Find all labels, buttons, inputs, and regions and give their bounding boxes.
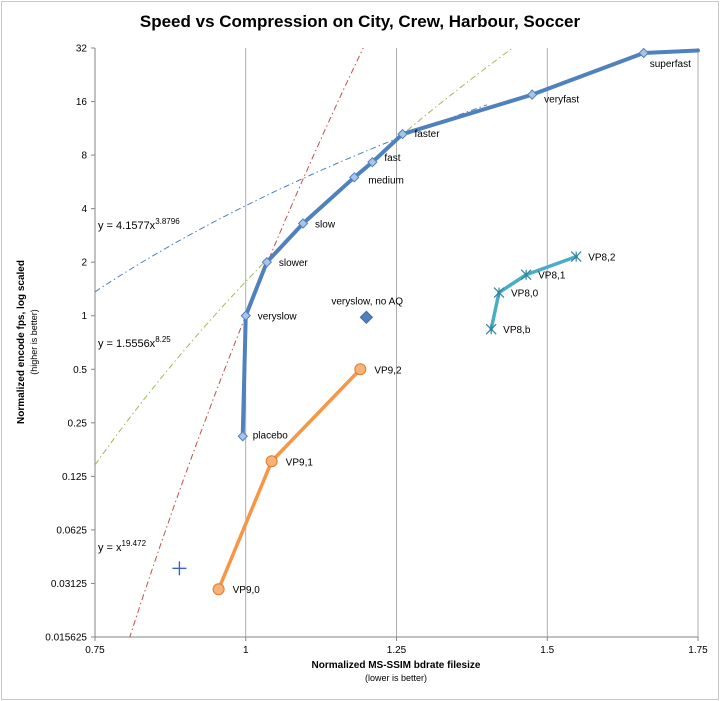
grid-lines	[245, 48, 699, 637]
y-tick-label: 0.015625	[45, 633, 87, 644]
data-label: superfast	[650, 59, 691, 70]
y-tick-label: 0.0625	[56, 525, 87, 536]
x-tick-label: 1.25	[387, 645, 407, 656]
y-axis-subtitle: (higher is better)	[29, 309, 39, 375]
data-point-cross	[172, 561, 187, 576]
data-point-star	[570, 251, 582, 263]
data-point-diamond	[397, 128, 408, 140]
data-series	[172, 47, 700, 596]
trendline-equations: y = 4.1577x3.8796 y = 1.5556x8.25 y = x19.…	[98, 217, 180, 554]
data-label: placebo	[253, 430, 288, 441]
data-label: veryslow, no AQ	[331, 296, 403, 307]
data-point-diamond	[261, 256, 273, 268]
data-point-diamond	[349, 172, 360, 183]
data-label: VP9,1	[286, 457, 314, 468]
data-point-circle	[265, 455, 278, 468]
data-point-star	[493, 287, 505, 298]
y-tick-label: 1	[81, 311, 87, 322]
point-labels: placebo veryslow slower slow medium fast faste…	[233, 59, 691, 596]
trendline-equation: y = 4.1577x3.8796	[98, 217, 180, 232]
data-label: slow	[315, 219, 336, 230]
data-label: VP9,2	[374, 365, 402, 376]
data-label: slower	[279, 258, 309, 269]
x-axis-title: Normalized MS-SSIM bdrate filesize	[312, 660, 481, 671]
y-tick-label: 0.125	[62, 472, 87, 483]
y-tick-label: 0.03125	[51, 579, 88, 590]
x-tick-label: 1.75	[688, 645, 708, 656]
series-line	[489, 254, 578, 331]
x-tick-label: 1	[243, 645, 249, 656]
data-label: veryfast	[544, 95, 579, 106]
series-line	[240, 48, 700, 439]
data-label: VP9,0	[233, 585, 261, 596]
y-tick-label: 16	[76, 97, 88, 108]
data-label: faster	[415, 129, 441, 140]
data-label: medium	[368, 175, 404, 186]
data-point-star	[520, 269, 532, 281]
x-tick-label: 0.75	[85, 645, 105, 656]
trendline-equation: y = 1.5556x8.25	[98, 335, 171, 350]
data-label: fast	[384, 153, 400, 164]
x-axis-subtitle: (lower is better)	[365, 673, 427, 683]
y-tick-label: 32	[76, 44, 88, 55]
data-point-diamond	[638, 47, 649, 59]
data-label: veryslow	[258, 312, 298, 323]
data-point-circle	[212, 583, 225, 596]
y-tick-label: 4	[81, 204, 87, 215]
data-point-diamond	[367, 156, 378, 168]
data-point-circle	[354, 363, 367, 376]
data-point-diamond	[237, 431, 248, 442]
y-tick-label: 0.5	[73, 365, 87, 376]
series-line	[216, 367, 363, 591]
data-label: VP8,1	[538, 271, 566, 282]
data-point-diamond	[526, 89, 538, 100]
data-point-star	[485, 323, 497, 335]
trendline-equation: y = x19.472	[98, 539, 147, 554]
axes: 0.015625 0.03125 0.0625 0.125 0.25 0.5 1 2 4 8 16 3…	[45, 44, 708, 657]
y-axis-title: Normalized encode fps, log scaled	[16, 260, 27, 424]
y-tick-label: 8	[81, 151, 87, 162]
trendlines	[95, 48, 514, 637]
data-label: VP8,0	[511, 289, 539, 300]
trendline	[95, 48, 514, 466]
data-point-diamond	[240, 310, 251, 321]
y-tick-label: 2	[81, 258, 87, 269]
data-label: VP8,b	[503, 325, 531, 336]
chart-title: Speed vs Compression on City, Crew, Harb…	[140, 12, 581, 31]
y-tick-label: 0.25	[68, 418, 88, 429]
data-point-diamond	[297, 218, 309, 229]
data-point-diamond	[359, 310, 374, 324]
x-tick-label: 1.5	[540, 645, 554, 656]
data-label: VP8,2	[588, 253, 616, 264]
